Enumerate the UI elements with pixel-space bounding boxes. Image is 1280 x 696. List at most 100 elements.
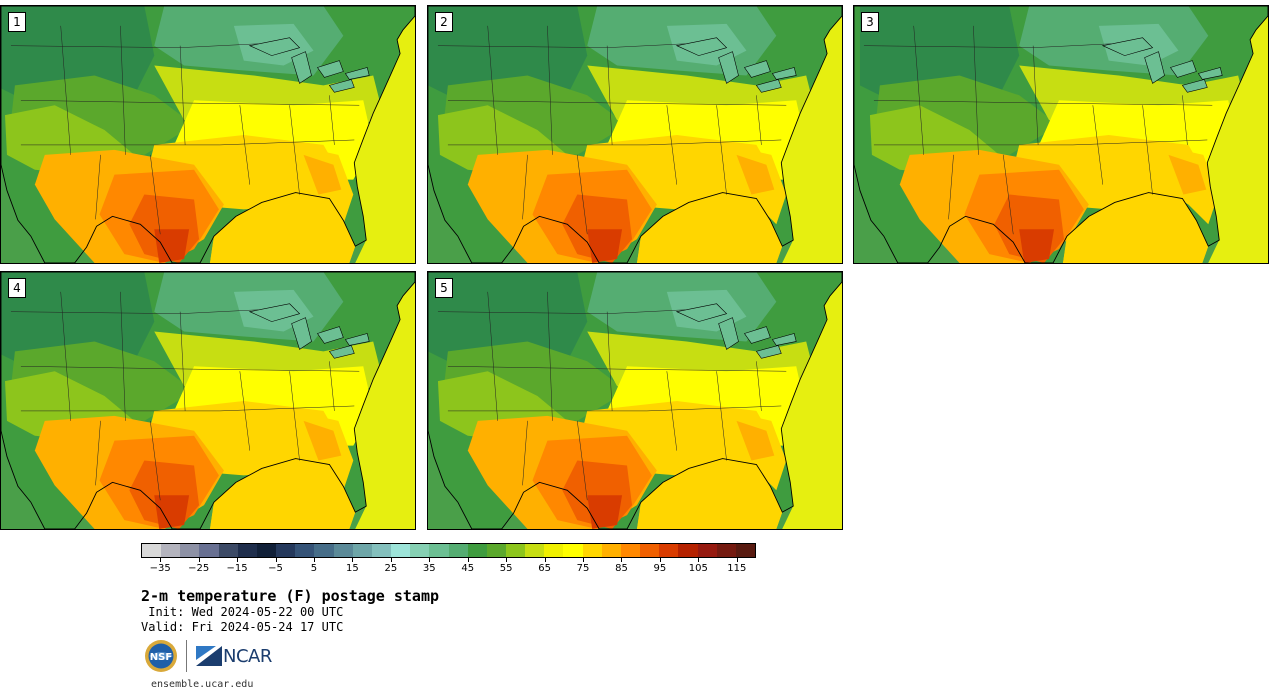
state-border [60,25,71,155]
state-border [973,25,979,155]
temperature-band [303,420,342,461]
atlantic-overlay [1207,15,1268,263]
state-border [179,311,186,411]
ensemble-member-map-3: 3 [853,5,1269,264]
colorbar-segment [448,544,468,557]
great-lake [1144,51,1165,84]
colorbar-tick [237,558,239,562]
state-border [666,371,678,451]
gulf-overlay [636,192,783,263]
state-border [646,139,782,146]
state-border [329,95,335,145]
ncar-mark-icon [196,646,222,666]
great-lake [316,326,344,344]
great-lake [316,60,344,78]
gulf-overlay [209,458,356,529]
great-lake [1169,60,1197,78]
atlantic-overlay [781,15,842,263]
great-lake [771,333,797,346]
colorbar-segment [371,544,392,557]
great-lake [1197,67,1223,80]
ncar-logo: NCAR [196,646,272,667]
colorbar-segment [199,544,219,557]
pacific-ocean [854,164,898,263]
gulf-overlay [1062,192,1209,263]
colorbar-tick-label: 75 [576,563,590,574]
state-border [487,291,498,421]
colorbar-segment [276,544,296,557]
temperature-band [736,154,775,195]
land-temperature [1,6,415,263]
temperature-band [303,154,342,195]
colorbar-tick [544,558,546,562]
great-lake [344,67,370,80]
great-lake [743,60,771,78]
colorbar-segment [563,544,583,557]
state-border [329,361,335,411]
atlantic-overlay [354,15,415,263]
colorbar-tick [313,558,315,562]
atlantic-overlay [354,281,415,529]
coastline [854,6,1268,263]
colorbar-segment [161,544,181,557]
nsf-logo: NSF [145,640,177,672]
state-border [289,105,300,195]
colorbar-tick [390,558,392,562]
ensemble-member-map-5: 5 [427,271,843,530]
state-border [522,154,528,220]
great-lake [1101,37,1154,56]
great-lake [344,333,370,346]
ensemble-member-map-1: 1 [0,5,416,264]
great-lake [291,51,312,84]
member-label: 1 [8,12,26,32]
colorbar-segment [429,544,449,557]
colorbar-tick-label: 85 [615,563,628,574]
colorbar-segment [640,544,660,557]
colorbar-ticks: −35 −25 −15 −5 5 15 25 35 45 55 65 75 85 95 105 115 [141,558,756,578]
great-lake [755,345,782,359]
colorbar-segment [582,544,602,557]
land-temperature [428,6,842,263]
valid-time: Valid: Fri 2024-05-24 17 UTC [141,620,344,634]
colorbar-tick-label: 65 [538,563,551,574]
colorbar-tick-label: 115 [727,563,747,574]
great-lake [675,37,728,56]
temperature-map [428,6,842,263]
state-border [606,45,613,145]
temperature-band [1168,154,1207,195]
state-border [150,420,161,501]
gulf-overlay [209,192,356,263]
logo-divider [186,640,187,672]
state-border [948,154,954,220]
state-border [522,420,528,486]
state-border [239,371,251,451]
colorbar-tick [736,558,738,562]
state-border [219,405,355,412]
temperature-map [1,272,415,529]
state-border [756,95,762,145]
state-border [577,154,588,235]
temperature-band [587,229,623,263]
colorbar-segment [601,544,621,557]
colorbar-segment [410,544,430,557]
colorbar-tick-label: 95 [653,563,667,574]
great-lake [771,67,797,80]
temperature-band [1019,229,1055,263]
colorbar-tick [506,558,508,562]
colorbar-segment [735,544,755,557]
land-temperature [1,272,415,529]
site-url: ensemble.ucar.edu [151,679,254,690]
state-border [289,371,300,461]
state-border [716,105,727,195]
state-border [913,25,924,155]
state-border [447,366,628,370]
colorbar-segment [544,544,564,557]
colorbar-tick [352,558,354,562]
state-border [1142,105,1153,195]
temperature-map [428,272,842,529]
state-border [873,100,1054,104]
state-border [179,45,186,145]
state-border [120,25,126,155]
temperature-colorbar [141,543,756,558]
ensemble-member-map-2: 2 [427,5,843,264]
